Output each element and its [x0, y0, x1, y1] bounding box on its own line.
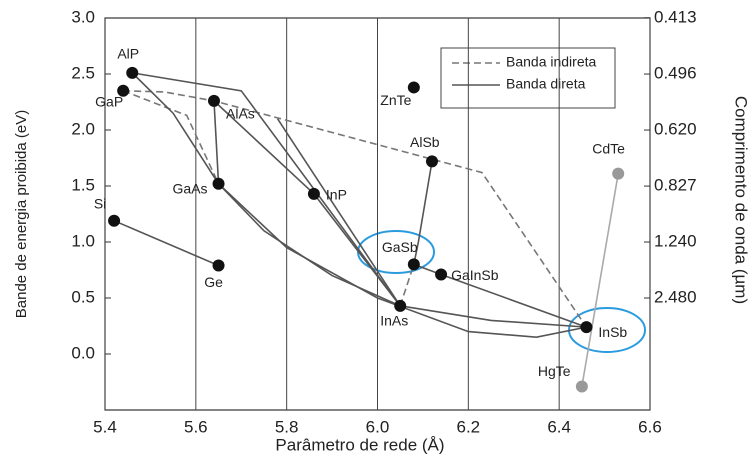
y2-tick-label: 2.480	[654, 287, 697, 306]
point-label: AlP	[117, 46, 139, 62]
legend-box	[440, 47, 616, 109]
x-tick-label: 6.6	[638, 417, 662, 436]
band-line	[581, 173, 619, 387]
band-line	[276, 118, 401, 307]
band-line	[131, 72, 220, 185]
data-point	[407, 258, 420, 271]
point-label: AlSb	[410, 134, 440, 150]
x-tick-label: 5.8	[275, 417, 299, 436]
y-tick-label: 0.0	[71, 343, 95, 362]
point-label: Ge	[204, 274, 223, 290]
legend-label: Banda direta	[506, 76, 586, 92]
data-point	[426, 155, 438, 168]
band-line	[113, 219, 219, 267]
point-label: AlAs	[226, 106, 255, 122]
data-point	[435, 268, 448, 281]
band-line	[122, 90, 220, 185]
point-label: InP	[326, 187, 347, 203]
data-point	[208, 94, 220, 107]
point-label: InSb	[598, 324, 627, 340]
point-label: GaAs	[173, 180, 208, 196]
y-tick-label: 1.0	[71, 231, 95, 250]
point-label: CdTe	[592, 140, 625, 156]
band-line	[313, 193, 401, 307]
band-line	[217, 183, 587, 339]
band-line	[400, 305, 587, 328]
band-line	[213, 100, 220, 184]
y-tick-label: 2.5	[71, 63, 95, 82]
x-tick-label: 5.6	[184, 417, 208, 436]
x-tick-label: 5.4	[93, 417, 117, 436]
point-label: GaP	[95, 94, 123, 110]
data-point	[108, 214, 121, 227]
point-label: HgTe	[538, 363, 571, 379]
point-label: InAs	[380, 313, 408, 329]
point-label: ZnTe	[380, 92, 411, 108]
band-line	[413, 161, 433, 265]
y2-tick-label: 0.827	[654, 176, 697, 195]
data-point	[212, 177, 225, 190]
y-axis-label: Bande de energia proibida (eV)	[13, 110, 30, 318]
y2-axis-label: Comprimento de onda (µm)	[732, 96, 751, 304]
band-line	[132, 72, 401, 307]
y2-tick-label: 1.240	[654, 232, 697, 251]
point-label: GaInSb	[451, 267, 499, 283]
x-axis-label: Parâmetro de rede (Å)	[275, 435, 444, 454]
data-point	[307, 187, 320, 200]
band-line	[217, 183, 401, 307]
legend-label: Banda indireta	[506, 54, 597, 70]
data-point	[212, 259, 225, 272]
data-point	[612, 167, 625, 180]
y2-tick-label: 0.413	[654, 7, 697, 26]
band-line	[399, 264, 415, 307]
point-label: GaSb	[382, 239, 418, 255]
data-point	[407, 81, 420, 94]
x-tick-label: 6.4	[547, 417, 571, 436]
legend: Banda indireta Banda direta	[440, 47, 616, 109]
point-label: Si	[94, 195, 106, 211]
data-point	[575, 380, 588, 393]
y-tick-label: 1.5	[71, 175, 95, 194]
data-point	[126, 66, 139, 79]
data-point	[117, 84, 130, 97]
y2-tick-label: 0.496	[654, 64, 697, 83]
band-line	[213, 100, 315, 195]
x-tick-label: 6.2	[457, 417, 481, 436]
y2-tick-label: 0.620	[654, 120, 697, 139]
y-tick-label: 2.0	[71, 119, 95, 138]
data-point	[580, 321, 593, 334]
x-tick-label: 6.0	[366, 417, 390, 436]
y-tick-label: 3.0	[71, 7, 95, 26]
y-tick-label: 0.5	[71, 287, 95, 306]
data-point	[394, 299, 407, 312]
